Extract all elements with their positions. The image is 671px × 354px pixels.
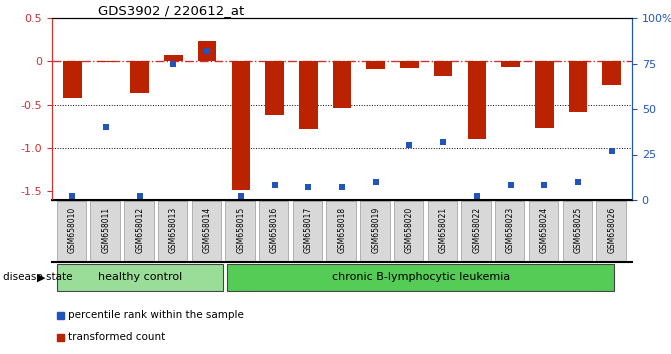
- Point: [505, 183, 516, 188]
- FancyBboxPatch shape: [124, 201, 154, 261]
- Point: [572, 179, 583, 185]
- FancyBboxPatch shape: [360, 201, 390, 261]
- Bar: [299, 61, 317, 129]
- FancyBboxPatch shape: [462, 201, 491, 261]
- Bar: [63, 61, 81, 98]
- FancyBboxPatch shape: [158, 201, 187, 261]
- Bar: [400, 61, 419, 68]
- Text: GSM658025: GSM658025: [574, 207, 582, 253]
- Point: [539, 183, 550, 188]
- Point: [303, 184, 313, 190]
- FancyBboxPatch shape: [192, 201, 221, 261]
- Text: ▶: ▶: [37, 273, 45, 282]
- Bar: [434, 61, 452, 76]
- Text: GSM658022: GSM658022: [472, 207, 481, 253]
- FancyBboxPatch shape: [225, 201, 255, 261]
- Point: [67, 194, 78, 199]
- Bar: [130, 61, 149, 93]
- Point: [202, 48, 213, 53]
- Text: GSM658024: GSM658024: [540, 207, 549, 253]
- Bar: [603, 61, 621, 85]
- Text: GSM658010: GSM658010: [68, 207, 76, 253]
- Bar: [501, 61, 520, 67]
- Bar: [468, 61, 486, 139]
- Point: [472, 194, 482, 199]
- Bar: [198, 41, 216, 61]
- Bar: [333, 61, 352, 108]
- Text: GSM658023: GSM658023: [506, 207, 515, 253]
- FancyBboxPatch shape: [597, 201, 625, 261]
- Text: GSM658021: GSM658021: [439, 207, 448, 253]
- Point: [168, 61, 178, 66]
- FancyBboxPatch shape: [427, 201, 457, 261]
- FancyBboxPatch shape: [91, 201, 120, 261]
- FancyBboxPatch shape: [57, 264, 223, 291]
- Text: GSM658019: GSM658019: [371, 207, 380, 253]
- Text: percentile rank within the sample: percentile rank within the sample: [68, 310, 244, 320]
- Point: [269, 183, 280, 188]
- FancyBboxPatch shape: [495, 201, 525, 261]
- Bar: [97, 61, 115, 62]
- Text: healthy control: healthy control: [97, 273, 182, 282]
- Text: GDS3902 / 220612_at: GDS3902 / 220612_at: [99, 4, 245, 17]
- Point: [607, 148, 617, 154]
- FancyBboxPatch shape: [227, 264, 615, 291]
- Point: [101, 124, 111, 130]
- FancyBboxPatch shape: [529, 201, 558, 261]
- Text: GSM658012: GSM658012: [135, 207, 144, 253]
- Point: [437, 139, 448, 144]
- Bar: [231, 61, 250, 190]
- Text: GSM658026: GSM658026: [607, 207, 616, 253]
- Point: [236, 194, 246, 199]
- Point: [404, 143, 415, 148]
- Text: GSM658016: GSM658016: [270, 207, 279, 253]
- Text: GSM658015: GSM658015: [236, 207, 246, 253]
- FancyBboxPatch shape: [259, 201, 289, 261]
- Bar: [265, 61, 284, 115]
- Bar: [164, 55, 183, 61]
- Text: GSM658011: GSM658011: [101, 207, 111, 253]
- Text: chronic B-lymphocytic leukemia: chronic B-lymphocytic leukemia: [331, 273, 510, 282]
- Text: GSM658014: GSM658014: [203, 207, 211, 253]
- Text: disease state: disease state: [3, 273, 73, 282]
- Text: transformed count: transformed count: [68, 332, 165, 342]
- FancyBboxPatch shape: [562, 201, 592, 261]
- Point: [370, 179, 381, 185]
- Text: GSM658017: GSM658017: [304, 207, 313, 253]
- Bar: [366, 61, 385, 69]
- Bar: [57, 334, 64, 341]
- FancyBboxPatch shape: [293, 201, 322, 261]
- Text: GSM658013: GSM658013: [169, 207, 178, 253]
- Bar: [569, 61, 587, 113]
- FancyBboxPatch shape: [327, 201, 356, 261]
- FancyBboxPatch shape: [394, 201, 423, 261]
- Text: GSM658018: GSM658018: [338, 207, 346, 253]
- Bar: [535, 61, 554, 128]
- Text: GSM658020: GSM658020: [405, 207, 414, 253]
- FancyBboxPatch shape: [57, 201, 86, 261]
- Point: [337, 184, 348, 190]
- Point: [134, 194, 145, 199]
- Bar: [57, 312, 64, 319]
